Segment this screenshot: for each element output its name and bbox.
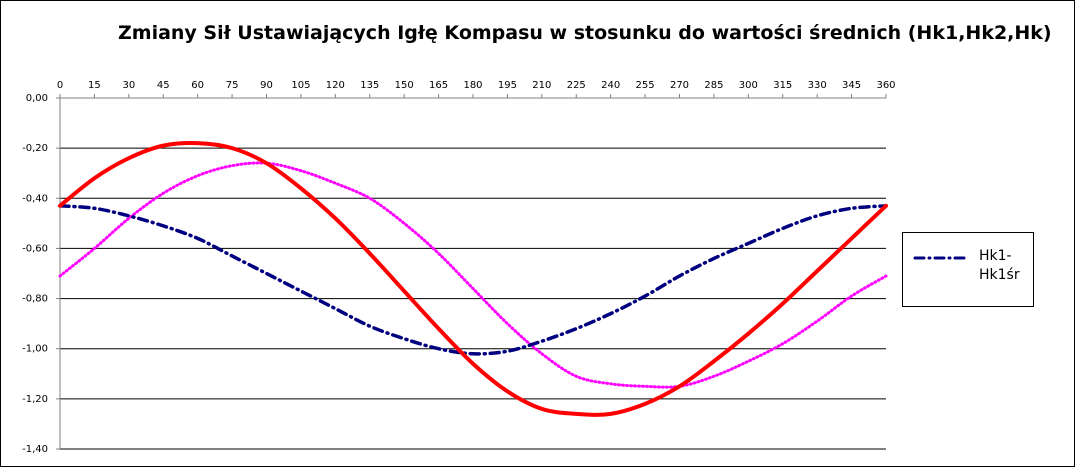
y-tick-label-1: -0,20 [22,143,48,154]
y-tick-label-7: -1,40 [22,444,48,455]
x-tick-label-16: 240 [601,80,620,91]
grid-layer [60,147,886,450]
x-tick-label-19: 285 [704,80,723,91]
x-tick-label-15: 225 [567,80,586,91]
legend-swatch-hk1 [913,256,971,260]
series-layer [58,140,888,417]
y-tick-label-0: 0,00 [26,93,48,104]
x-tick-label-5: 75 [226,80,239,91]
y-tick-labels: 0,00 -0,20 -0,40 -0,60 -0,80 -1,00 -1,20 -1,40 [22,93,48,455]
series-line-1 [58,140,888,417]
x-tick-label-2: 30 [122,80,135,91]
chart-title: Zmiany Sił Ustawiających Igłę Kompasu w … [118,22,1052,44]
x-tick-labels: 0 15 30 45 60 75 90 105 120 135 150 165 180 195 210 225… [57,80,896,91]
series-line-2 [58,161,888,389]
axis-layer [56,94,887,450]
legend-label-hk1: Hk1-Hk1śr [979,248,1020,283]
series-line-0 [58,204,888,356]
x-tick-label-18: 270 [670,80,689,91]
x-tick-label-20: 300 [739,80,758,91]
chart-legend: Hk1-Hk1śr [902,232,1034,307]
x-tick-label-12: 180 [463,80,482,91]
x-tick-label-17: 255 [636,80,655,91]
x-tick-label-4: 60 [191,80,204,91]
x-tick-label-10: 150 [395,80,414,91]
x-tick-label-7: 105 [291,80,310,91]
x-tick-label-23: 345 [842,80,861,91]
y-tick-label-4: -0,80 [22,294,48,305]
x-tick-label-22: 330 [808,80,827,91]
x-tick-label-1: 15 [88,80,101,91]
x-tick-label-21: 315 [773,80,792,91]
x-tick-label-3: 45 [157,80,170,91]
y-tick-label-6: -1,20 [22,394,48,405]
x-tick-label-6: 90 [260,80,273,91]
x-tick-label-8: 120 [326,80,345,91]
x-tick-label-11: 165 [429,80,448,91]
x-tick-label-24: 360 [876,80,895,91]
x-tick-label-0: 0 [57,80,63,91]
x-tick-label-13: 195 [498,80,517,91]
y-tick-label-3: -0,60 [22,243,48,254]
x-tick-label-9: 135 [360,80,379,91]
x-tick-label-14: 210 [532,80,551,91]
y-tick-label-5: -1,00 [22,344,48,355]
y-tick-label-2: -0,40 [22,193,48,204]
